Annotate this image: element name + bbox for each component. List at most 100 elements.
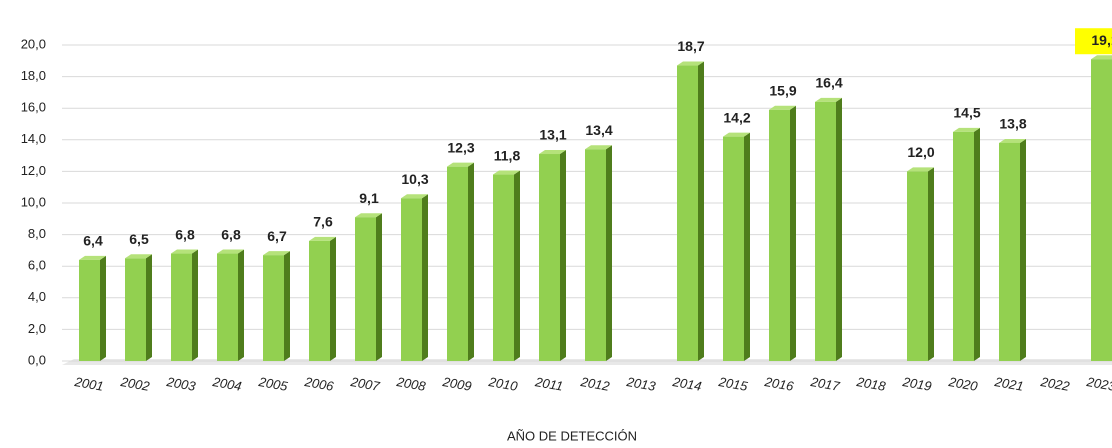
bar-side [284,251,290,361]
bar-side [376,213,382,361]
bar-side [606,145,612,361]
y-tick-label: 16,0 [21,100,46,115]
value-label: 15,9 [769,82,796,98]
x-tick-label: 2013 [625,374,658,394]
bar-side [698,61,704,361]
bar-side [744,132,750,361]
bar-side [422,194,428,361]
bar [171,253,192,361]
bar-side [146,254,152,361]
bar [1091,59,1112,361]
y-tick-label: 4,0 [28,289,46,304]
bar-top [907,167,934,172]
bar [263,255,284,361]
value-label: 7,6 [313,214,333,230]
x-tick-label: 2001 [73,374,105,394]
bar-top [263,251,290,256]
x-tick-label: 2016 [763,374,796,394]
bar [677,65,698,361]
y-tick-label: 10,0 [21,194,46,209]
bar-side [192,249,198,361]
bar [217,253,238,361]
bar [355,217,376,361]
x-tick-label: 2002 [119,374,152,394]
bar [769,109,790,361]
value-label: 10,3 [401,171,428,187]
bar-side [514,170,520,361]
bar-top [585,145,612,150]
value-label: 13,4 [585,122,612,138]
bar [401,198,422,361]
x-tick-label: 2015 [717,374,750,394]
x-tick-label: 2005 [257,374,290,394]
value-label: 6,7 [267,228,287,244]
value-label: 6,8 [175,226,195,242]
bar [907,171,928,361]
bar-side [100,255,106,361]
bar-top [309,236,336,241]
bar-top [539,150,566,155]
y-tick-label: 2,0 [28,321,46,336]
bar-side [974,127,980,362]
value-label: 19,1 [1091,32,1112,48]
x-axis-title: AÑO DE DETECCIÓN [507,428,637,443]
x-tick-label: 2008 [395,374,428,394]
bar-top [217,249,244,254]
value-label: 14,2 [723,109,750,125]
bar-top [79,255,106,260]
bar-side [560,150,566,361]
value-label: 6,4 [83,233,103,249]
value-label: 6,5 [129,231,149,247]
x-tick-label: 2007 [349,374,382,394]
bar-side [1020,138,1026,361]
bar-side [790,105,796,361]
x-tick-label: 2006 [303,374,336,394]
y-tick-label: 12,0 [21,163,46,178]
y-tick-label: 8,0 [28,226,46,241]
bar [953,131,974,361]
x-tick-label: 2018 [855,374,888,394]
bar-top [493,170,520,175]
x-tick-label: 2009 [441,374,473,394]
x-tick-label: 2017 [809,374,842,394]
bar-top [355,213,382,218]
bar-top [953,127,980,132]
bar-top [723,132,750,137]
value-label: 12,3 [447,139,474,155]
x-tick-label: 2023 [1085,374,1112,394]
bar-top [125,254,152,259]
bar-side [238,249,244,361]
x-tick-label: 2003 [165,374,198,394]
bar-top [815,97,842,102]
bar-top [999,138,1026,143]
bar [447,166,468,361]
bar [815,101,836,361]
y-tick-label: 20,0 [21,36,46,51]
bar-top [447,162,474,167]
y-tick-label: 14,0 [21,131,46,146]
value-label: 18,7 [677,38,704,54]
bar [493,174,514,361]
bar-top [677,61,704,66]
x-tick-label: 2021 [993,374,1025,394]
y-tick-label: 18,0 [21,68,46,83]
value-label: 13,8 [999,116,1026,132]
bar-top [171,249,198,254]
bar [999,142,1020,361]
x-tick-label: 2019 [901,374,933,394]
value-label: 16,4 [815,75,842,91]
value-label: 11,8 [494,147,521,163]
bar-side [468,162,474,361]
bar-top [1091,55,1112,60]
value-label: 12,0 [907,144,934,160]
y-tick-label: 6,0 [28,258,46,273]
bar [539,154,560,361]
bar [309,240,330,361]
bar-side [330,236,336,361]
x-tick-label: 2022 [1039,374,1072,394]
bar [585,149,606,361]
bar [723,136,744,361]
bar-top [401,194,428,199]
x-tick-label: 2012 [579,374,612,394]
